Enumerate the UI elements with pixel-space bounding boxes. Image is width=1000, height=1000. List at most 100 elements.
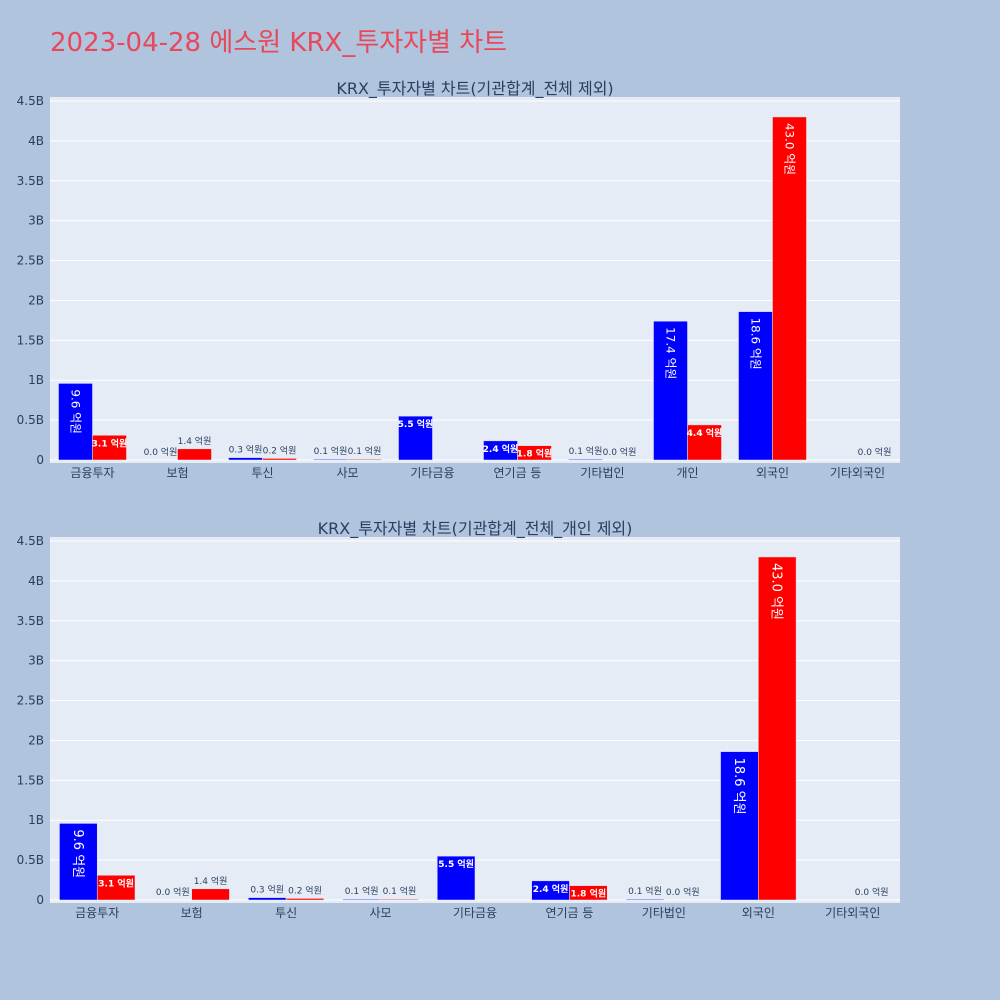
data-label: 3.1 억원: [92, 437, 128, 449]
y-tick-label: 4B: [28, 574, 44, 588]
bar: [653, 320, 688, 461]
x-tick-label: 개인: [676, 466, 698, 480]
y-tick-label: 0.5B: [17, 413, 44, 427]
data-label: 0.3 억원: [229, 444, 263, 456]
data-label: 1.8 억원: [517, 448, 553, 460]
bar: [347, 458, 382, 461]
data-label: 0.3 억원: [250, 884, 284, 896]
x-tick-label: 금융투자: [75, 906, 119, 920]
bar: [758, 556, 797, 901]
data-label: 4.4 억원: [687, 427, 723, 439]
y-tick-label: 4.5B: [17, 534, 44, 548]
x-tick-label: 금융투자: [70, 466, 114, 480]
x-tick-label: 사모: [370, 906, 392, 920]
bar: [248, 897, 287, 901]
bar: [285, 898, 325, 901]
bar: [342, 898, 381, 901]
chart-subtitle: KRX_투자자별 차트(기관합계_전체_개인 제외): [318, 519, 633, 539]
chart-subtitle: KRX_투자자별 차트(기관합계_전체 제외): [336, 79, 613, 99]
data-label: 0.1 억원: [314, 445, 348, 457]
data-label: 17.4 억원: [663, 327, 677, 379]
x-tick-label: 외국인: [756, 466, 789, 480]
y-tick-label: 0.5B: [17, 853, 44, 867]
bar: [58, 383, 93, 461]
bar: [92, 435, 127, 461]
x-tick-label: 보험: [166, 466, 188, 480]
x-tick-label: 기타외국인: [825, 906, 880, 920]
data-label: 0.1 억원: [628, 885, 662, 897]
y-tick-label: 1.5B: [17, 333, 44, 347]
data-label: 0.0 억원: [144, 446, 178, 458]
bar: [569, 885, 608, 901]
bar: [380, 898, 419, 901]
x-tick-label: 투신: [275, 906, 297, 920]
y-tick-label: 1B: [28, 813, 44, 827]
x-tick-label: 기타금융: [410, 466, 454, 480]
y-tick-label: 0: [36, 453, 44, 467]
data-label: 43.0 억원: [769, 563, 784, 620]
bar: [398, 415, 433, 461]
data-label: 1.8 억원: [571, 888, 607, 900]
data-label: 18.6 억원: [748, 318, 762, 370]
y-tick-label: 1B: [28, 373, 44, 387]
bar: [687, 424, 722, 461]
x-tick-label: 보험: [181, 906, 203, 920]
y-tick-label: 2B: [28, 733, 44, 747]
y-tick-label: 4B: [28, 134, 44, 148]
data-label: 0.1 억원: [383, 885, 417, 897]
x-tick-label: 기타외국인: [830, 466, 885, 480]
x-tick-label: 사모: [336, 466, 358, 480]
bar: [96, 875, 136, 901]
data-label: 0.1 억원: [345, 885, 379, 897]
y-tick-label: 3.5B: [17, 614, 44, 628]
y-tick-label: 2.5B: [17, 254, 44, 268]
bar: [191, 888, 230, 901]
y-tick-label: 3B: [28, 654, 44, 668]
data-label: 0.0 억원: [666, 886, 700, 898]
bar: [738, 311, 773, 461]
data-label: 18.6 억원: [731, 758, 746, 815]
x-tick-label: 투신: [251, 466, 273, 480]
bar: [436, 855, 476, 901]
x-tick-label: 연기금 등: [545, 906, 593, 920]
data-label: 5.5 억원: [398, 418, 434, 430]
data-label: 1.4 억원: [194, 875, 228, 887]
bar: [262, 458, 297, 461]
page-title: 2023-04-28 에스원 KRX_투자자별 차트: [50, 28, 508, 58]
x-tick-label: 연기금 등: [494, 466, 542, 480]
data-label: 3.1 억원: [98, 877, 134, 889]
y-tick-label: 0: [36, 893, 44, 907]
y-tick-label: 4.5B: [17, 94, 44, 108]
bar: [625, 898, 665, 901]
x-tick-label: 외국인: [742, 906, 775, 920]
bar: [59, 823, 98, 901]
x-tick-label: 기타법인: [580, 466, 624, 480]
y-tick-label: 1.5B: [17, 773, 44, 787]
data-label: 0.2 억원: [288, 884, 322, 896]
data-label: 2.4 억원: [533, 883, 569, 895]
data-label: 9.6 억원: [70, 829, 85, 878]
data-label: 0.0 억원: [603, 446, 637, 458]
data-label: 0.1 억원: [569, 445, 603, 457]
data-label: 0.0 억원: [858, 446, 892, 458]
data-label: 2.4 억원: [483, 443, 519, 455]
data-label: 0.0 억원: [156, 886, 190, 898]
x-tick-label: 기타법인: [642, 906, 686, 920]
bar: [177, 448, 212, 461]
data-label: 0.1 억원: [348, 445, 382, 457]
data-label: 0.2 억원: [263, 444, 297, 456]
data-label: 0.0 억원: [855, 886, 889, 898]
y-tick-label: 3B: [28, 214, 44, 228]
bar: [772, 116, 807, 461]
data-label: 9.6 억원: [68, 389, 82, 434]
y-tick-label: 3.5B: [17, 174, 44, 188]
y-tick-label: 2.5B: [17, 694, 44, 708]
bar: [568, 458, 603, 461]
bar: [517, 445, 552, 461]
y-tick-label: 2B: [28, 293, 44, 307]
data-label: 1.4 억원: [178, 435, 212, 447]
data-label: 5.5 억원: [438, 858, 474, 870]
x-tick-label: 기타금융: [453, 906, 497, 920]
